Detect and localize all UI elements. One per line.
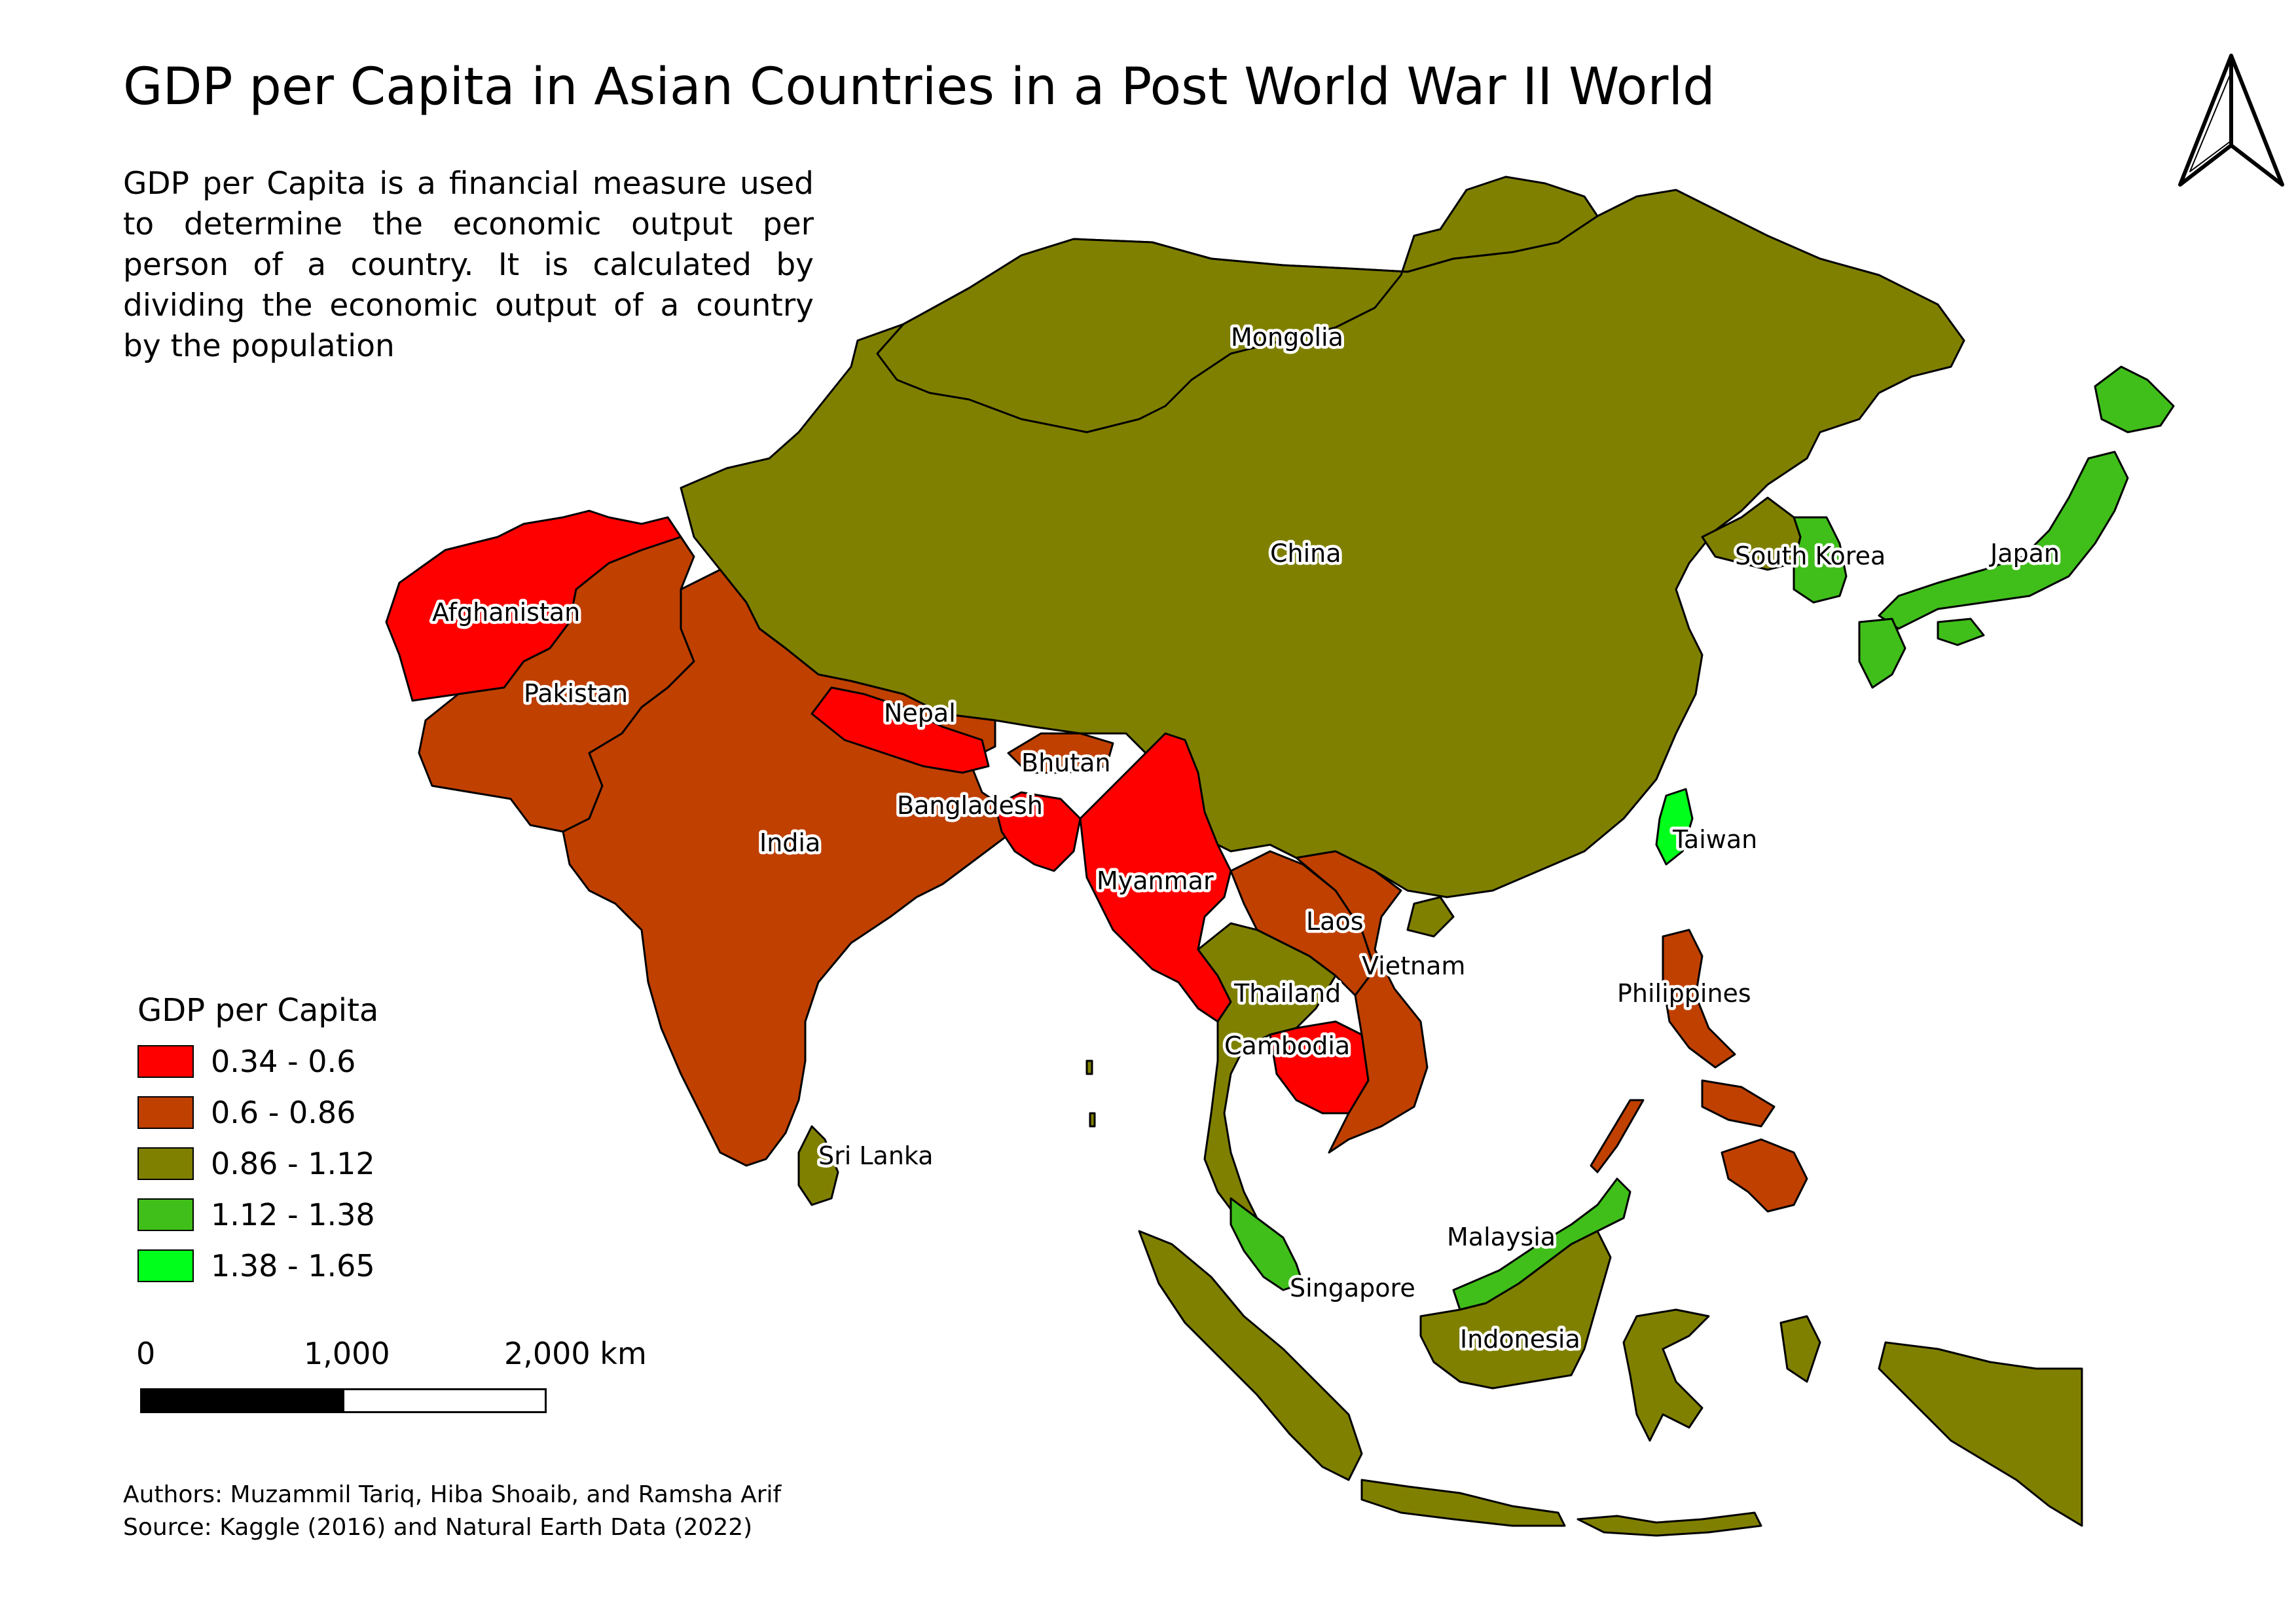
legend-item: 0.86 - 1.12 <box>137 1143 378 1185</box>
legend-item: 1.38 - 1.65 <box>137 1245 378 1287</box>
label-pakistan: Pakistan <box>524 679 628 708</box>
country-bangladesh[interactable] <box>994 791 1082 872</box>
label-china: China <box>1270 539 1341 568</box>
legend-title: GDP per Capita <box>137 992 379 1029</box>
country-nepal[interactable] <box>811 686 990 774</box>
islands-andaman <box>1085 1060 1096 1128</box>
label-vietnam: Vietnam <box>1362 951 1465 980</box>
country-japan-hokkaido[interactable] <box>2094 365 2175 434</box>
map-description: GDP per Capita is a financial measure us… <box>123 166 814 364</box>
label-philippines: Philippines <box>1617 979 1751 1008</box>
legend-item: 1.12 - 1.38 <box>137 1194 378 1236</box>
country-north-korea[interactable] <box>1701 496 1802 571</box>
authors-text: Authors: Muzammil Tariq, Hiba Shoaib, an… <box>123 1481 782 1508</box>
legend-label: 0.86 - 1.12 <box>211 1146 375 1181</box>
label-bhutan: Bhutan <box>1021 748 1111 777</box>
legend-label: 0.6 - 0.86 <box>211 1095 356 1130</box>
legend-label: 0.34 - 0.6 <box>211 1044 356 1079</box>
label-mongolia: Mongolia <box>1231 323 1343 352</box>
country-philippines-palawan[interactable] <box>1590 1099 1645 1173</box>
country-indonesia-sunda-islands[interactable] <box>1576 1511 1762 1537</box>
legend-swatch <box>137 1147 194 1180</box>
label-bangladesh: Bangladesh <box>897 791 1043 820</box>
legend-label: 1.12 - 1.38 <box>211 1197 375 1232</box>
country-china-hainan[interactable] <box>1406 896 1455 938</box>
label-nepal: Nepal <box>884 699 956 728</box>
label-taiwan: Taiwan <box>1672 825 1757 854</box>
label-thailand: Thailand <box>1233 979 1341 1008</box>
label-malaysia: Malaysia <box>1447 1223 1556 1251</box>
legend-swatch <box>137 1096 194 1129</box>
country-vietnam[interactable] <box>1295 850 1429 1154</box>
country-japan-kyushu[interactable] <box>1858 618 1906 689</box>
label-japan: Japan <box>1989 539 2060 568</box>
scale-bar-segment-black <box>140 1388 344 1413</box>
country-japan-shikoku[interactable] <box>1937 618 1985 646</box>
country-philippines-visayas[interactable] <box>1701 1079 1776 1128</box>
scale-label-1000: 1,000 <box>304 1336 390 1371</box>
country-cambodia[interactable] <box>1269 1020 1370 1115</box>
credits: Authors: Muzammil Tariq, Hiba Shoaib, an… <box>123 1479 781 1544</box>
legend-swatch <box>137 1249 194 1282</box>
scale-label-0: 0 <box>136 1336 156 1371</box>
label-myanmar: Myanmar <box>1097 866 1214 895</box>
country-indonesia-borneo[interactable] <box>1419 1230 1612 1390</box>
map-title: GDP per Capita in Asian Countries in a P… <box>123 58 1715 117</box>
country-indonesia-sulawesi[interactable] <box>1622 1308 1710 1442</box>
label-laos: Laos <box>1306 907 1364 936</box>
label-singapore: Singapore <box>1290 1274 1415 1302</box>
country-mongolia[interactable] <box>876 175 1599 434</box>
country-sri-lanka[interactable] <box>797 1125 839 1206</box>
scale-bar-segment-white <box>342 1388 547 1413</box>
country-taiwan[interactable] <box>1655 788 1694 866</box>
label-sri-lanka: Sri Lanka <box>818 1141 934 1170</box>
legend-item: 0.6 - 0.86 <box>137 1092 378 1134</box>
label-cambodia: Cambodia <box>1224 1031 1350 1060</box>
country-bhutan[interactable] <box>1007 732 1114 774</box>
country-malaysia-peninsula[interactable] <box>1230 1197 1304 1291</box>
country-indonesia-maluku[interactable] <box>1779 1315 1821 1383</box>
legend-label: 1.38 - 1.65 <box>211 1248 375 1283</box>
north-arrow-icon <box>2178 54 2284 187</box>
legend: GDP per Capita 0.34 - 0.6 0.6 - 0.86 0.8… <box>137 992 378 1296</box>
label-afghanistan: Afghanistan <box>432 598 580 627</box>
label-south-korea: South Korea <box>1735 542 1886 570</box>
country-thailand[interactable] <box>1197 922 1337 1219</box>
label-india: India <box>759 828 820 857</box>
country-indonesia-papua[interactable] <box>1878 1341 2083 1527</box>
country-indonesia-java[interactable] <box>1360 1479 1566 1527</box>
label-indonesia: Indonesia <box>1460 1325 1580 1354</box>
country-japan-honshu[interactable] <box>1878 451 2129 630</box>
legend-swatch <box>137 1198 194 1231</box>
country-indonesia-sumatra[interactable] <box>1138 1230 1363 1481</box>
legend-swatch <box>137 1045 194 1078</box>
country-labels: Mongolia China South Korea Japan Afghani… <box>429 320 2063 1357</box>
legend-item: 0.34 - 0.6 <box>137 1041 378 1082</box>
country-philippines-luzon[interactable] <box>1662 929 1736 1069</box>
source-text: Source: Kaggle (2016) and Natural Earth … <box>123 1514 753 1541</box>
scale-label-2000: 2,000 km <box>504 1336 647 1371</box>
country-philippines-mindanao[interactable] <box>1721 1138 1808 1213</box>
